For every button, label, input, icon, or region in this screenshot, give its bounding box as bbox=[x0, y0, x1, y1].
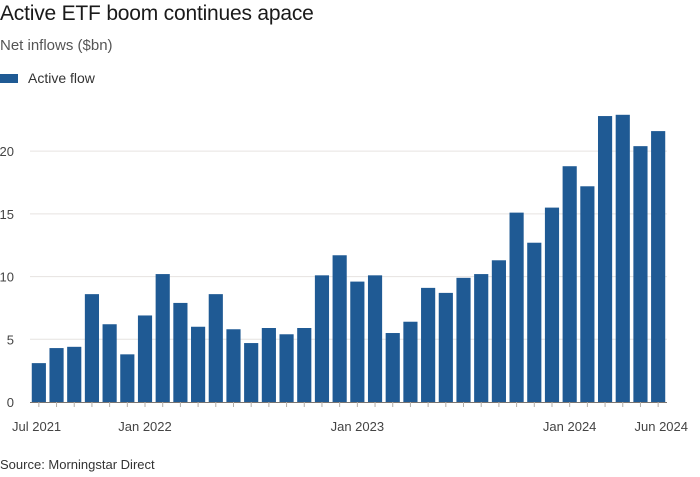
x-tick-label: Jan 2022 bbox=[118, 419, 172, 434]
bar bbox=[191, 326, 206, 402]
chart-subtitle: Net inflows ($bn) bbox=[0, 37, 113, 54]
y-tick-label: 10 bbox=[0, 270, 14, 285]
bar bbox=[421, 287, 436, 402]
bar bbox=[31, 363, 46, 402]
y-tick-label: 0 bbox=[7, 395, 14, 410]
bar bbox=[84, 294, 100, 402]
bar bbox=[102, 324, 117, 402]
legend-label: Active flow bbox=[28, 70, 95, 86]
bar bbox=[350, 281, 365, 402]
bar bbox=[527, 242, 542, 402]
bar bbox=[314, 275, 330, 402]
x-tick-label: Jan 2024 bbox=[543, 419, 597, 434]
legend-swatch bbox=[0, 73, 18, 83]
bar bbox=[615, 114, 630, 402]
bar bbox=[297, 328, 312, 402]
bar bbox=[633, 146, 648, 402]
y-tick-label: 20 bbox=[0, 144, 14, 159]
bar bbox=[208, 294, 223, 402]
bar bbox=[67, 346, 82, 402]
bar bbox=[438, 292, 453, 402]
legend: Active flow bbox=[0, 70, 95, 86]
x-tick-label: Jan 2023 bbox=[331, 419, 385, 434]
bar bbox=[49, 348, 64, 402]
bar bbox=[173, 302, 188, 402]
bar bbox=[279, 334, 294, 402]
bar bbox=[456, 277, 471, 402]
bar bbox=[137, 315, 153, 402]
bar bbox=[544, 207, 560, 402]
y-tick-label: 15 bbox=[0, 207, 14, 222]
bar bbox=[332, 255, 347, 402]
bar bbox=[120, 354, 135, 402]
x-tick-label: Jun 2024 bbox=[635, 419, 689, 434]
bar bbox=[580, 186, 595, 402]
y-tick-label: 5 bbox=[7, 332, 14, 347]
bar bbox=[562, 166, 577, 402]
bar bbox=[491, 260, 506, 402]
bar bbox=[403, 321, 418, 402]
bar bbox=[509, 212, 524, 402]
bar bbox=[226, 329, 241, 402]
bar bbox=[367, 275, 383, 402]
bar bbox=[651, 131, 666, 402]
bar bbox=[385, 333, 400, 402]
bar bbox=[244, 343, 259, 402]
bar bbox=[261, 328, 276, 402]
bar bbox=[474, 274, 489, 402]
x-tick-label: Jul 2021 bbox=[12, 419, 61, 434]
chart-title: Active ETF boom continues apace bbox=[0, 2, 314, 25]
bar bbox=[155, 274, 170, 402]
bar bbox=[597, 116, 613, 403]
source-note: Source: Morningstar Direct bbox=[0, 457, 155, 472]
